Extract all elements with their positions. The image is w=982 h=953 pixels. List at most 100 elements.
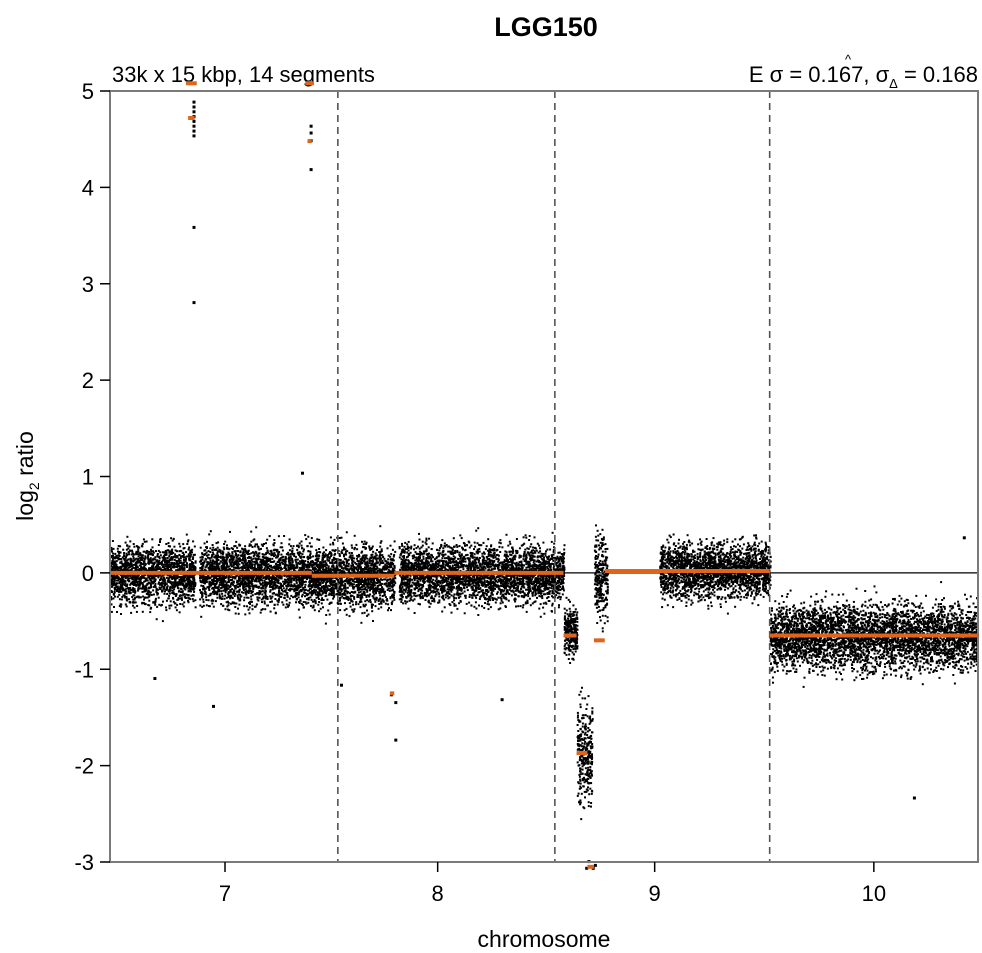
data-point <box>176 577 179 580</box>
data-point <box>329 568 332 571</box>
data-point <box>216 564 219 567</box>
data-point <box>277 601 280 603</box>
data-point <box>325 549 328 552</box>
data-point <box>214 600 217 603</box>
data-point <box>112 552 115 555</box>
data-point <box>329 536 332 539</box>
data-point <box>373 584 376 587</box>
data-point <box>235 552 237 555</box>
data-point <box>273 587 276 590</box>
data-point <box>303 581 306 583</box>
data-point <box>119 583 122 586</box>
data-point <box>281 556 284 559</box>
data-point <box>293 578 296 581</box>
data-point <box>300 577 303 580</box>
data-point <box>110 546 113 549</box>
data-point <box>253 545 256 548</box>
data-point <box>205 581 208 584</box>
data-point <box>236 590 239 593</box>
data-point <box>125 555 127 558</box>
data-point <box>262 587 265 590</box>
data-point <box>243 599 246 602</box>
data-point <box>273 592 275 595</box>
data-point <box>316 554 319 557</box>
data-point <box>308 582 311 585</box>
data-point <box>367 580 370 582</box>
data-point <box>168 607 171 610</box>
data-point <box>310 580 313 583</box>
data-point <box>181 582 184 585</box>
data-point <box>120 590 123 593</box>
data-point <box>366 614 369 617</box>
data-point <box>212 565 215 568</box>
data-point <box>141 587 144 590</box>
data-point <box>254 543 257 546</box>
data-point <box>287 551 290 554</box>
data-point <box>358 591 361 594</box>
data-point <box>126 553 129 556</box>
data-point <box>272 584 275 587</box>
data-point <box>234 563 237 566</box>
data-point <box>116 568 119 570</box>
data-point <box>381 567 384 570</box>
data-point <box>140 556 143 559</box>
data-point <box>373 555 376 558</box>
data-point <box>137 555 140 558</box>
data-point <box>180 577 182 580</box>
data-point <box>249 585 252 588</box>
data-point <box>361 593 364 596</box>
data-point <box>117 550 119 553</box>
data-point <box>194 606 197 609</box>
data-point <box>114 586 117 589</box>
data-point <box>222 585 225 588</box>
data-point <box>205 551 208 554</box>
data-point <box>178 582 181 585</box>
data-point <box>219 597 222 600</box>
data-point <box>111 540 114 542</box>
data-point <box>287 566 290 569</box>
data-point <box>120 579 122 582</box>
data-point <box>291 588 294 591</box>
data-point <box>324 622 327 625</box>
data-point <box>300 579 303 582</box>
data-point <box>126 587 129 590</box>
data-point <box>250 540 253 543</box>
data-point <box>301 595 303 598</box>
data-point <box>256 575 258 578</box>
data-point <box>260 543 263 546</box>
data-point <box>248 575 251 578</box>
data-point <box>216 555 219 558</box>
data-point <box>187 548 190 551</box>
data-point <box>133 580 136 583</box>
data-point <box>150 594 153 596</box>
data-point <box>137 546 139 549</box>
data-point <box>223 548 226 551</box>
data-point <box>263 553 266 556</box>
data-point <box>269 576 272 579</box>
data-point <box>234 567 237 570</box>
data-point <box>183 595 186 598</box>
data-point <box>150 584 152 587</box>
data-point <box>301 593 304 596</box>
data-point <box>116 547 119 550</box>
data-point <box>203 560 206 563</box>
data-point <box>166 560 168 563</box>
subtitle-right-symbol: σ <box>876 62 890 87</box>
data-point <box>206 547 208 549</box>
data-point <box>150 548 152 551</box>
data-point <box>205 604 208 607</box>
data-point <box>138 577 141 580</box>
data-point <box>322 566 325 569</box>
data-point <box>229 602 232 605</box>
data-point <box>148 567 150 570</box>
data-point <box>228 554 231 557</box>
data-point <box>139 553 142 556</box>
data-point <box>258 585 261 588</box>
data-point <box>223 567 226 570</box>
data-point <box>300 561 303 564</box>
data-point <box>272 543 275 546</box>
data-point <box>331 586 334 589</box>
data-point <box>351 562 354 564</box>
data-point <box>190 581 193 584</box>
data-point <box>167 545 170 548</box>
